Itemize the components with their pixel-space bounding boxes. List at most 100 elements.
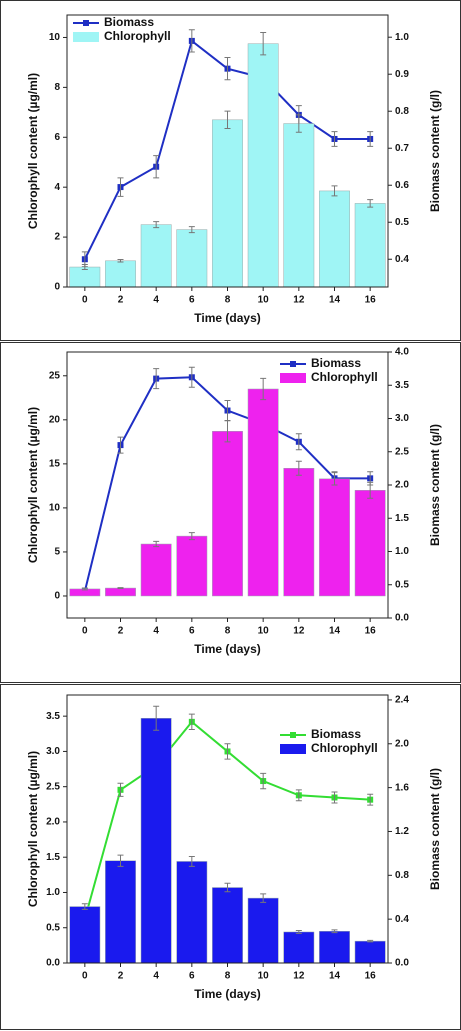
y-axis-title: Chlorophyll content (µg/ml) [26,407,40,563]
error-bar [331,185,338,197]
bar [283,931,315,964]
error-bar [117,259,124,263]
y-tick-label: 20 [49,414,61,425]
error-bar [117,177,124,197]
bar [176,535,208,597]
x-tick-label: 6 [189,626,195,637]
y2-axis-title: Biomass content (g/l) [428,768,442,890]
y2-tick-label: 2.0 [395,480,409,491]
legend-label: Chlorophyll [311,741,378,755]
legend-marker [290,732,296,738]
bar [105,587,136,597]
x-tick-label: 8 [225,295,231,306]
bar [354,490,386,597]
y-tick-label: 10 [49,503,61,514]
x-tick-label: 2 [118,295,124,306]
error-bar [188,29,195,53]
bar [212,119,243,288]
x-tick-label: 4 [153,971,159,982]
bar [140,718,172,964]
error-bar [153,705,160,731]
error-bar [295,930,302,934]
legend-swatch [280,744,306,754]
bar [354,940,386,964]
y2-tick-label: 3.5 [395,380,409,391]
error-bar [117,436,124,454]
x-tick-label: 0 [82,971,88,982]
y2-tick-label: 2.0 [395,738,409,749]
x-tick-label: 14 [329,626,341,637]
error-bar [224,110,231,130]
error-bar [331,929,338,934]
y-tick-label: 15 [49,459,61,470]
error-bar [331,791,338,804]
error-bar [295,789,302,802]
x-tick-label: 0 [82,626,88,637]
x-tick-label: 14 [329,971,341,982]
error-bar [295,114,302,133]
x-tick-label: 6 [189,971,195,982]
error-bar [188,226,195,234]
bar [212,431,243,597]
error-bar [117,587,124,589]
y-tick-label: 4 [54,182,60,193]
error-bar [367,939,374,943]
x-tick-label: 16 [365,295,377,306]
bar [212,887,243,964]
error-bar [81,264,88,271]
error-bar [331,131,338,147]
y2-tick-label: 0.6 [395,180,409,191]
x-tick-label: 4 [153,295,159,306]
error-bar [295,433,302,451]
x-tick-label: 6 [189,295,195,306]
x-tick-label: 10 [258,295,270,306]
y-tick-label: 8 [54,82,60,93]
y2-axis-title: Biomass content (g/l) [428,424,442,546]
error-bar [367,131,374,147]
legend-marker [83,20,89,26]
legend-label: Biomass [311,356,361,370]
y2-tick-label: 2.5 [395,446,409,457]
x-tick-label: 16 [365,971,377,982]
y2-tick-label: 3.0 [395,413,409,424]
y-axis-title: Chlorophyll content (µg/ml) [26,73,40,229]
y2-tick-label: 0.4 [395,914,409,925]
legend-label: Biomass [104,15,154,29]
y2-tick-label: 0.9 [395,69,409,80]
y-tick-label: 1.5 [46,852,60,863]
y-axis-title: Chlorophyll content (µg/ml) [26,751,40,907]
y-tick-label: 25 [49,370,61,381]
x-axis-title: Time (days) [194,642,260,656]
x-tick-label: 4 [153,626,159,637]
y2-tick-label: 0.8 [395,870,409,881]
x-tick-label: 12 [293,295,305,306]
bar [354,203,386,288]
y-tick-label: 2 [54,232,60,243]
error-bar [153,540,160,548]
legend-label: Chlorophyll [104,29,171,43]
x-tick-label: 8 [225,971,231,982]
x-tick-label: 14 [329,295,341,306]
bar [176,861,208,964]
bar [319,931,350,964]
panel [0,684,461,1030]
bar [283,123,315,288]
x-tick-label: 2 [118,626,124,637]
y2-tick-label: 1.0 [395,546,409,557]
error-bar [224,882,231,893]
error-bar [153,221,160,229]
y2-tick-label: 1.5 [395,513,409,524]
bar [105,860,136,964]
error-bar [367,481,374,499]
bar [283,468,315,597]
bar [105,260,136,288]
y-tick-label: 0.5 [46,922,60,933]
y2-tick-label: 0.4 [395,254,409,265]
x-axis-title: Time (days) [194,311,260,325]
bar [319,478,350,597]
error-bar [117,854,124,867]
y-tick-label: 0 [54,591,60,602]
error-bar [260,893,267,903]
y-tick-label: 3.0 [46,746,60,757]
error-bar [117,782,124,797]
